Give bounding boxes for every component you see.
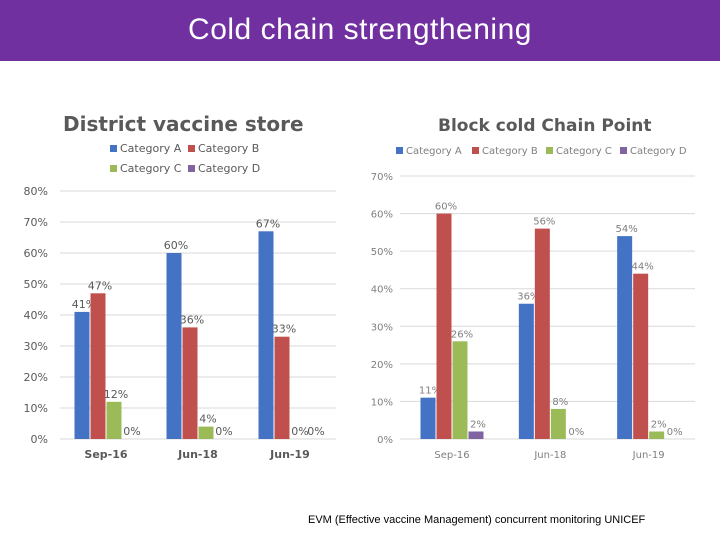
district-y-tick-label: 70% (24, 216, 48, 229)
block-chart-title: Block cold Chain Point (438, 116, 652, 136)
block-legend-swatch-1 (396, 147, 403, 154)
block-x-tick-label: Jun-19 (632, 450, 665, 461)
district-y-tick-label: 20% (24, 371, 48, 384)
block-y-tick-label: 40% (371, 285, 393, 296)
district-legend-label-4: Category D (198, 162, 260, 175)
block-bar-category-b-sep-16 (436, 213, 452, 439)
district-data-label: 33% (272, 323, 296, 336)
district-bar-category-a-jun-18 (166, 253, 182, 439)
block-data-label: 2% (470, 419, 486, 430)
district-data-label: 41% (72, 298, 96, 311)
block-y-tick-label: 0% (377, 435, 393, 446)
block-bar-category-c-sep-16 (452, 341, 468, 439)
district-y-tick-label: 50% (24, 278, 48, 291)
block-data-label: 0% (568, 427, 584, 438)
district-data-label: 36% (180, 313, 204, 326)
block-y-tick-label: 70% (371, 172, 393, 183)
block-data-label: 8% (552, 397, 568, 408)
district-legend-label-2: Category B (198, 142, 259, 155)
district-y-tick-label: 30% (24, 340, 48, 353)
district-bar-category-a-sep-16 (74, 311, 90, 439)
block-data-label: 36% (517, 292, 539, 303)
district-data-label: 4% (199, 413, 216, 426)
source-note: EVM (Effective vaccine Management) concu… (308, 514, 646, 526)
district-data-label: 12% (104, 388, 128, 401)
district-x-tick-label: Jun-19 (269, 448, 310, 461)
block-y-tick-label: 50% (371, 247, 393, 258)
district-legend-swatch-1 (110, 145, 117, 152)
block-y-tick-label: 10% (371, 397, 393, 408)
block-legend-label-4: Category D (630, 146, 687, 157)
district-data-label: 0% (291, 425, 308, 438)
block-y-tick-label: 30% (371, 322, 393, 333)
district-data-label: 0% (307, 425, 324, 438)
district-legend-swatch-4 (188, 165, 195, 172)
district-y-tick-label: 0% (31, 433, 48, 446)
block-legend-label-3: Category C (556, 146, 612, 157)
district-data-label: 0% (123, 425, 140, 438)
block-bar-category-a-jun-19 (617, 236, 633, 439)
district-data-label: 67% (256, 217, 280, 230)
title-banner: Cold chain strengthening (0, 0, 720, 61)
district-legend-label-3: Category C (120, 162, 182, 175)
block-y-tick-label: 20% (371, 360, 393, 371)
block-x-tick-label: Jun-18 (533, 450, 566, 461)
district-legend-label-1: Category A (120, 142, 182, 155)
block-data-label: 26% (451, 329, 473, 340)
block-legend-swatch-4 (620, 147, 627, 154)
district-legend-swatch-2 (188, 145, 195, 152)
district-chart-title: District vaccine store (63, 112, 304, 136)
block-bar-category-c-jun-19 (649, 431, 665, 439)
district-x-tick-label: Sep-16 (84, 448, 127, 461)
block-bar-category-b-jun-18 (534, 228, 550, 439)
district-data-label: 60% (164, 239, 188, 252)
district-bar-category-b-jun-19 (274, 336, 290, 439)
block-legend-label-1: Category A (406, 146, 462, 157)
district-legend-swatch-3 (110, 165, 117, 172)
block-x-tick-label: Sep-16 (434, 450, 469, 461)
block-bar-category-c-jun-18 (550, 408, 566, 439)
block-data-label: 0% (667, 427, 683, 438)
block-legend-swatch-2 (472, 147, 479, 154)
district-y-tick-label: 10% (24, 402, 48, 415)
district-data-label: 0% (215, 425, 232, 438)
district-bar-category-a-jun-19 (258, 231, 274, 439)
district-x-tick-label: Jun-18 (177, 448, 218, 461)
district-bar-category-c-sep-16 (106, 401, 122, 439)
block-data-label: 54% (616, 224, 638, 235)
block-bar-category-a-sep-16 (420, 397, 436, 439)
block-y-tick-label: 60% (371, 210, 393, 221)
district-data-label: 47% (88, 279, 112, 292)
block-data-label: 56% (533, 217, 555, 228)
block-data-label: 2% (651, 419, 667, 430)
district-y-tick-label: 80% (24, 185, 48, 198)
district-y-tick-label: 40% (24, 309, 48, 322)
block-bar-category-b-jun-19 (633, 273, 649, 439)
block-legend-label-2: Category B (482, 146, 538, 157)
district-bar-category-c-jun-18 (198, 426, 214, 439)
page-title: Cold chain strengthening (188, 13, 532, 46)
block-data-label: 11% (419, 386, 441, 397)
block-data-label: 60% (435, 202, 457, 213)
block-data-label: 44% (632, 262, 654, 273)
district-bar-category-b-sep-16 (90, 293, 106, 439)
district-bar-category-b-jun-18 (182, 327, 198, 439)
block-bar-category-a-jun-18 (518, 303, 534, 439)
block-legend-swatch-3 (546, 147, 553, 154)
district-y-tick-label: 60% (24, 247, 48, 260)
block-bar-category-d-sep-16 (468, 431, 484, 439)
